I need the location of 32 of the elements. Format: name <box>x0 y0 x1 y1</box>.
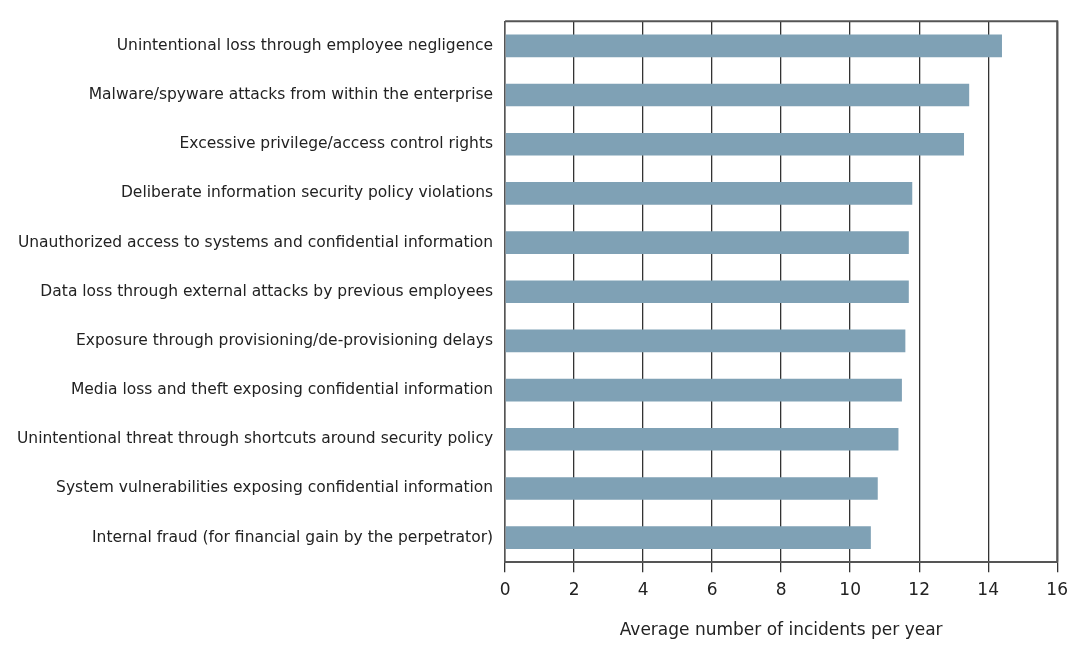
bar <box>505 231 909 254</box>
y-tick-label: Exposure through provisioning/de-provisioning delays <box>76 330 494 349</box>
x-tick-label: 16 <box>1046 578 1068 599</box>
x-tick-label: 12 <box>908 578 930 599</box>
bar <box>505 526 871 549</box>
bar <box>505 329 906 353</box>
y-tick-label: Excessive privilege/access control rights <box>179 134 494 153</box>
bar <box>505 83 970 107</box>
x-axis-title: Average number of incidents per year <box>619 619 943 640</box>
bar <box>505 378 902 402</box>
bar <box>505 280 909 304</box>
x-tick-label: 6 <box>706 578 718 599</box>
x-tick-label: 10 <box>839 578 861 599</box>
y-tick-label: Data loss through external attacks by previous employees <box>40 281 494 300</box>
x-tick-label: 14 <box>977 578 999 599</box>
y-tick-label: Unintentional threat through shortcuts around security policy <box>16 429 494 448</box>
y-tick-label: Unintentional loss through employee negligence <box>116 35 494 54</box>
x-tick-label: 4 <box>637 578 649 599</box>
bar <box>505 427 899 451</box>
x-tick-label: 8 <box>775 578 787 599</box>
y-tick-label: System vulnerabilities exposing confidential information <box>56 478 494 497</box>
x-tick-label: 0 <box>499 578 511 599</box>
bar <box>505 182 913 205</box>
bar <box>505 477 878 500</box>
y-tick-label: Unauthorized access to systems and confidential information <box>17 232 494 251</box>
x-tick-label: 2 <box>568 578 580 599</box>
bar <box>505 34 1002 58</box>
y-tick-label: Media loss and theft exposing confidential information <box>70 380 494 399</box>
y-tick-label: Internal fraud (for financial gain by the perpetrator) <box>91 527 494 546</box>
y-tick-label: Deliberate information security policy violations <box>120 183 494 202</box>
y-tick-label: Malware/spyware attacks from within the enterprise <box>88 85 494 104</box>
bar <box>505 132 965 156</box>
